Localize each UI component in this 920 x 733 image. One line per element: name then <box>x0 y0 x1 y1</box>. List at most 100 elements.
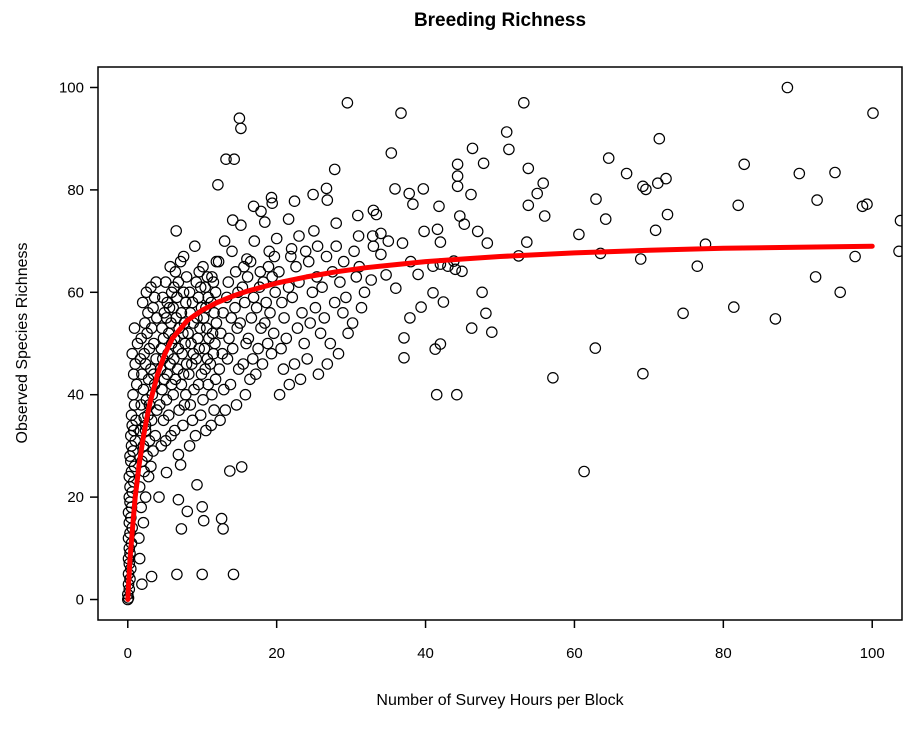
data-point <box>298 337 310 350</box>
data-point <box>275 342 287 355</box>
data-point <box>252 342 264 355</box>
data-point <box>589 342 602 354</box>
data-point <box>145 570 158 583</box>
x-tick-label: 80 <box>715 645 732 662</box>
data-point <box>293 230 305 242</box>
data-point <box>829 166 841 179</box>
data-point <box>276 296 288 309</box>
data-point <box>330 240 342 252</box>
data-point <box>367 240 380 252</box>
data-point <box>189 429 202 442</box>
data-point <box>165 286 178 299</box>
data-point <box>183 368 195 380</box>
data-point <box>261 337 274 350</box>
data-point <box>201 271 214 283</box>
data-point <box>477 157 490 170</box>
data-point <box>242 332 255 345</box>
data-point <box>727 301 740 313</box>
data-point <box>306 286 319 299</box>
data-point <box>180 388 192 401</box>
data-point <box>311 240 324 252</box>
data-point <box>451 180 464 193</box>
data-point <box>229 265 242 278</box>
data-point <box>590 193 602 205</box>
y-tick-label: 20 <box>67 489 84 506</box>
data-point <box>407 198 419 210</box>
data-point <box>348 245 360 258</box>
data-point <box>350 271 363 283</box>
data-point <box>296 306 308 319</box>
data-point <box>206 271 218 283</box>
data-point <box>809 271 822 283</box>
data-point <box>324 337 337 350</box>
data-point <box>175 523 188 535</box>
data-point <box>537 177 549 189</box>
data-point <box>437 296 450 308</box>
data-point <box>235 461 248 473</box>
data-point <box>415 301 427 313</box>
data-point <box>247 291 260 304</box>
data-point <box>185 337 197 350</box>
data-point <box>208 404 220 416</box>
data-point <box>153 491 165 503</box>
data-point <box>240 337 252 350</box>
data-point <box>168 424 181 437</box>
data-point <box>218 235 231 247</box>
data-point <box>894 214 902 227</box>
data-point <box>196 500 208 513</box>
data-point <box>893 245 902 258</box>
data-point <box>308 225 320 237</box>
plot-border <box>97 66 903 621</box>
data-point <box>258 317 271 329</box>
data-point <box>321 194 334 206</box>
data-point <box>328 163 341 176</box>
data-point <box>179 337 191 350</box>
data-point <box>653 132 666 145</box>
data-point <box>471 225 484 238</box>
data-point <box>449 263 462 276</box>
data-point <box>258 216 271 228</box>
data-point <box>219 404 232 416</box>
data-point <box>531 187 543 200</box>
data-point <box>389 183 401 195</box>
data-point <box>250 368 262 380</box>
data-point <box>220 153 232 165</box>
data-point <box>172 493 185 506</box>
data-point <box>283 378 296 391</box>
data-point <box>160 312 173 324</box>
data-point <box>260 296 272 309</box>
data-point <box>418 225 430 238</box>
data-point <box>194 409 207 421</box>
data-point <box>382 235 395 247</box>
data-point <box>637 367 649 380</box>
data-point <box>398 332 410 344</box>
data-point <box>849 250 861 263</box>
data-point <box>269 286 281 299</box>
data-point <box>732 199 744 212</box>
data-point <box>320 182 333 195</box>
data-point <box>282 213 295 225</box>
data-point <box>288 358 301 370</box>
data-point <box>133 552 146 565</box>
data-point <box>126 347 138 360</box>
data-point <box>177 250 190 263</box>
data-point <box>304 317 316 329</box>
data-point <box>337 306 349 319</box>
data-point <box>183 286 196 299</box>
data-point <box>239 388 252 401</box>
data-point <box>294 373 307 386</box>
data-point <box>235 122 247 135</box>
x-tick-label: 20 <box>268 645 285 662</box>
data-point <box>212 179 224 191</box>
data-point <box>602 152 615 164</box>
data-point <box>171 568 183 581</box>
data-point <box>209 373 222 386</box>
data-point <box>380 269 392 281</box>
data-point <box>337 255 350 268</box>
data-point <box>781 81 794 94</box>
data-point <box>450 388 463 401</box>
data-point <box>190 276 203 288</box>
data-point <box>191 478 203 491</box>
data-point <box>156 322 168 334</box>
